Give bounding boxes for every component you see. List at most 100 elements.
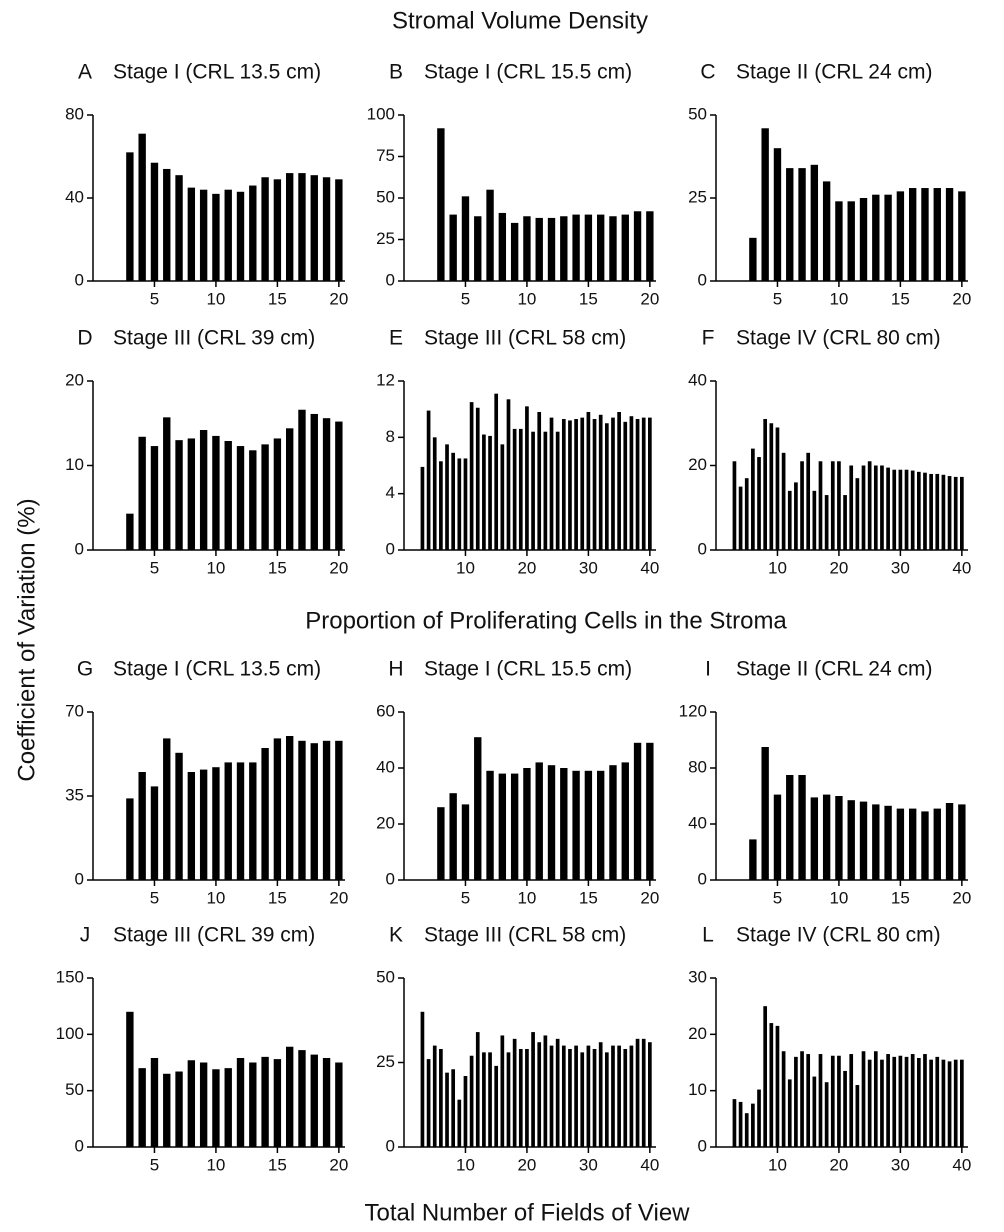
y-tick-label: 20 bbox=[688, 1024, 707, 1043]
bar bbox=[445, 444, 449, 550]
bar bbox=[547, 217, 556, 281]
bar bbox=[941, 474, 946, 550]
bar bbox=[199, 189, 208, 281]
bar bbox=[561, 419, 566, 550]
bar bbox=[126, 513, 134, 550]
bar bbox=[126, 1011, 134, 1147]
bar bbox=[482, 1052, 486, 1147]
y-tick-label: 75 bbox=[376, 146, 395, 165]
y-tick-label: 150 bbox=[56, 967, 84, 986]
bar bbox=[947, 1061, 952, 1147]
bar bbox=[953, 476, 958, 550]
bar bbox=[335, 179, 343, 281]
bar bbox=[822, 794, 831, 880]
bar bbox=[163, 417, 171, 550]
bar bbox=[586, 1045, 591, 1147]
bar bbox=[518, 428, 523, 550]
bar bbox=[175, 1071, 183, 1147]
bar bbox=[475, 1032, 480, 1147]
bar bbox=[621, 762, 629, 880]
bar bbox=[757, 1089, 761, 1147]
bar bbox=[646, 742, 654, 880]
x-tick-label: 30 bbox=[579, 558, 598, 577]
bar bbox=[849, 1054, 854, 1147]
panel-title: Stage II (CRL 24 cm) bbox=[736, 61, 932, 84]
bar bbox=[586, 411, 591, 550]
y-tick-label: 50 bbox=[65, 1080, 84, 1099]
bar bbox=[335, 421, 343, 550]
x-tick-label: 10 bbox=[456, 1155, 475, 1174]
x-tick-label: 30 bbox=[891, 1155, 910, 1174]
bar bbox=[531, 1032, 535, 1147]
bar bbox=[449, 793, 457, 880]
bar bbox=[798, 168, 806, 281]
bar bbox=[873, 465, 878, 550]
bar bbox=[457, 458, 462, 550]
bar bbox=[781, 452, 786, 550]
bar bbox=[908, 188, 917, 281]
bar bbox=[175, 752, 183, 880]
bar bbox=[904, 1056, 909, 1147]
bar bbox=[543, 1035, 548, 1147]
bar bbox=[525, 406, 529, 550]
bar bbox=[224, 189, 232, 281]
bar bbox=[310, 743, 318, 880]
bar bbox=[835, 796, 843, 880]
bar bbox=[463, 458, 468, 550]
y-tick-label: 0 bbox=[386, 1136, 395, 1155]
panel-title: Stage III (CRL 39 cm) bbox=[113, 924, 315, 947]
x-tick-label: 15 bbox=[891, 888, 910, 907]
panel-title: Stage IV (CRL 80 cm) bbox=[736, 327, 941, 350]
bar bbox=[787, 1079, 792, 1147]
bar bbox=[187, 772, 196, 880]
bar bbox=[310, 1054, 318, 1147]
bar bbox=[560, 768, 568, 880]
panel-letter: E bbox=[389, 327, 403, 350]
panel-letter: B bbox=[389, 61, 403, 84]
y-tick-label: 0 bbox=[386, 270, 395, 289]
y-tick-label: 100 bbox=[367, 104, 395, 123]
bar bbox=[461, 196, 470, 281]
y-tick-label: 0 bbox=[698, 539, 707, 558]
bar bbox=[488, 1052, 492, 1147]
bar bbox=[884, 805, 892, 880]
panel-title: Stage I (CRL 13.5 cm) bbox=[113, 658, 321, 681]
y-tick-label: 30 bbox=[688, 967, 707, 986]
bar bbox=[898, 469, 903, 550]
bar bbox=[439, 1048, 443, 1147]
bar bbox=[958, 804, 966, 880]
panel-letter: A bbox=[78, 61, 92, 84]
y-tick-label: 50 bbox=[688, 104, 707, 123]
x-tick-label: 20 bbox=[952, 888, 971, 907]
y-tick-label: 40 bbox=[688, 370, 707, 389]
bar bbox=[285, 736, 294, 880]
bar bbox=[512, 1038, 517, 1147]
panel-title: Stage III (CRL 58 cm) bbox=[424, 924, 626, 947]
y-tick-label: 40 bbox=[65, 187, 84, 206]
y-tick-label: 50 bbox=[376, 187, 395, 206]
bar bbox=[916, 1057, 921, 1147]
bar bbox=[163, 738, 171, 880]
bar bbox=[629, 416, 634, 550]
bar bbox=[623, 1048, 628, 1147]
bar bbox=[261, 177, 269, 281]
y-tick-label: 70 bbox=[65, 701, 84, 720]
x-tick-label: 5 bbox=[773, 289, 782, 308]
bar bbox=[861, 1051, 866, 1147]
bar bbox=[769, 423, 774, 550]
bar bbox=[212, 767, 220, 880]
bar bbox=[187, 187, 196, 281]
bar bbox=[923, 472, 927, 550]
bar bbox=[773, 794, 782, 880]
x-tick-label: 20 bbox=[517, 558, 536, 577]
x-tick-label: 40 bbox=[952, 1155, 971, 1174]
bar bbox=[916, 471, 921, 550]
bar bbox=[847, 800, 855, 880]
y-tick-label: 20 bbox=[65, 370, 84, 389]
bar bbox=[908, 808, 917, 880]
bar bbox=[818, 1054, 823, 1147]
bar bbox=[432, 1045, 437, 1147]
bar bbox=[426, 1059, 431, 1147]
bar bbox=[794, 1056, 798, 1147]
